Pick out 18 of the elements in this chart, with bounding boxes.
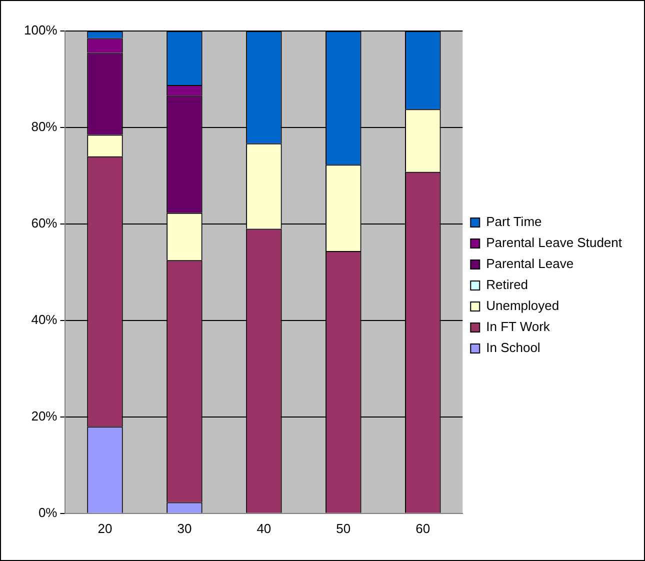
x-tick-label: 30 — [177, 520, 192, 536]
x-tick-label: 50 — [336, 520, 351, 536]
x-tick-label: 20 — [98, 520, 112, 536]
y-tick-label: 40% — [31, 312, 58, 328]
y-tick-label: 60% — [31, 216, 58, 231]
legend-label: Parental Leave — [486, 256, 574, 272]
legend-label: In School — [486, 340, 540, 356]
y-tick-label: 20% — [31, 408, 58, 424]
x-tick-label: 60 — [416, 520, 430, 536]
legend-label: Parental Leave Student — [486, 235, 622, 250]
y-tick-label: 0% — [38, 504, 58, 520]
y-tick-label: 80% — [31, 119, 58, 134]
legend-label: In FT Work — [486, 319, 550, 334]
x-tick-label: 40 — [256, 520, 272, 536]
legend-label: Unemployed — [486, 298, 560, 314]
y-tick-label: 100% — [24, 22, 58, 38]
legend-label: Retired — [486, 277, 528, 292]
legend-label: Part Time — [486, 214, 542, 230]
